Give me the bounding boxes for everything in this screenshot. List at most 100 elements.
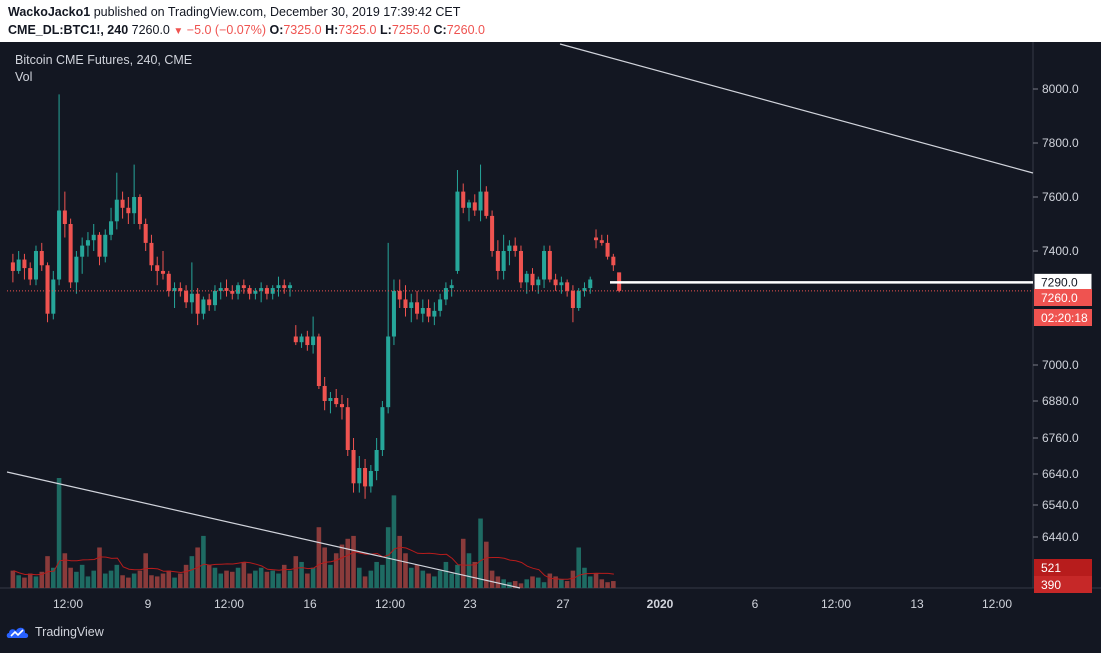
volume-bar	[593, 573, 599, 588]
candle-body	[409, 302, 414, 308]
chart-legend-title[interactable]: Bitcoin CME Futures, 240, CME	[15, 53, 193, 67]
x-axis-tick-label: 12:00	[982, 597, 1012, 611]
price-label-volume: 390	[1034, 576, 1092, 593]
candle-body	[484, 191, 489, 216]
candle-body	[287, 285, 293, 289]
candle-body	[547, 251, 552, 280]
publish-header: WackoJacko1 published on TradingView.com…	[0, 0, 1101, 42]
lower-trendline	[6, 471, 521, 589]
candle-body	[611, 256, 616, 266]
volume-bar	[599, 579, 605, 588]
candle-body	[149, 242, 154, 266]
volume-bar	[178, 573, 183, 588]
candle-body	[109, 221, 114, 235]
volume-bar	[241, 561, 247, 588]
candle-body	[432, 310, 437, 317]
candle-body	[426, 308, 431, 317]
candle-body	[420, 308, 425, 314]
x-axis-tick-label: 12:00	[375, 597, 405, 611]
x-axis-tick-label: 6	[752, 597, 759, 611]
author-name[interactable]: WackoJacko1	[8, 5, 91, 19]
volume-bar	[403, 553, 408, 588]
x-axis-tick-label: 2020	[647, 597, 674, 611]
low-label: L:	[380, 23, 392, 37]
volume-bar	[443, 561, 449, 588]
open-value: 7325.0	[283, 23, 322, 37]
candle-body	[386, 336, 391, 408]
volume-bar	[51, 567, 56, 588]
candle-body	[334, 398, 339, 405]
volume-bar	[62, 553, 68, 588]
volume-bar	[143, 553, 148, 588]
volume-bar	[374, 561, 379, 588]
candle-body	[415, 302, 420, 314]
last-price: 7260.0	[131, 23, 170, 37]
candle-body	[351, 450, 356, 484]
volume-bar	[85, 576, 91, 588]
volume-bar	[460, 538, 466, 588]
candle-body	[51, 279, 56, 314]
chart-area[interactable]: 8000.0 7800.0 7600.0 7400.0 7000.0 6880.0 6760…	[0, 42, 1101, 615]
volume-bar	[281, 564, 287, 588]
candle-body	[80, 245, 85, 257]
candle-body	[472, 202, 477, 211]
candle-body	[160, 270, 166, 274]
candle-body	[518, 251, 523, 283]
volume-bar	[541, 582, 547, 588]
publish-info: WackoJacko1 published on TradingView.com…	[8, 5, 460, 19]
volume-bar	[524, 579, 530, 588]
y-axis-tick-label: 6880.0	[1042, 394, 1079, 408]
volume-bar	[229, 571, 235, 588]
volume-bar	[501, 579, 506, 588]
volume-bar	[114, 564, 120, 588]
volume-bar	[235, 567, 241, 588]
candle-body	[438, 299, 443, 311]
volume-moving-average	[13, 546, 614, 580]
candle-body	[374, 450, 379, 471]
y-axis-tick-label: 6440.0	[1042, 530, 1079, 544]
volume-bar	[22, 577, 27, 588]
price-label-countdown: 02:20:18	[1034, 309, 1092, 326]
volume-bar	[408, 567, 414, 588]
candle-body	[195, 293, 200, 314]
candle-body	[241, 285, 246, 289]
candle-body	[270, 288, 275, 294]
volume-bar	[149, 575, 154, 588]
volume-bar	[102, 573, 108, 588]
price-chart[interactable]: 8000.0 7800.0 7600.0 7400.0 7000.0 6880.0 6760…	[0, 42, 1101, 615]
volume-bar	[530, 576, 535, 588]
low-value: 7255.0	[391, 23, 431, 37]
volume-bar	[189, 556, 195, 588]
volume-bar	[74, 571, 79, 588]
candle-body	[45, 265, 50, 314]
volume-bar	[258, 567, 264, 588]
volume-bar	[247, 573, 252, 588]
tradingview-logo[interactable]: TradingView	[6, 625, 104, 639]
volume-bar	[605, 582, 610, 588]
candle-body	[155, 265, 160, 271]
volume-bar	[611, 581, 616, 588]
y-axis-tick-label: 8000.0	[1042, 82, 1079, 96]
x-axis-tick-label: 27	[556, 597, 570, 611]
volume-bar	[432, 576, 437, 588]
cloud-icon	[6, 627, 29, 638]
candle-body	[380, 407, 385, 450]
volume-bar	[27, 573, 33, 588]
svg-text:02:20:18: 02:20:18	[1041, 311, 1088, 325]
volume-bar	[587, 576, 593, 588]
close-value: 7260.0	[446, 23, 485, 37]
candle-body	[103, 234, 108, 257]
volume-bar	[310, 567, 316, 588]
x-axis-tick-label: 12:00	[53, 597, 83, 611]
candle-body	[253, 290, 258, 294]
volume-bar	[126, 577, 131, 588]
volume-bar	[160, 573, 166, 588]
candle-body	[178, 288, 183, 291]
volume-bar	[201, 535, 206, 588]
volume-bar	[218, 573, 224, 588]
volume-bar	[351, 535, 356, 588]
volume-bar	[287, 570, 293, 588]
volume-bar	[68, 567, 73, 588]
volume-legend[interactable]: Vol	[15, 70, 33, 84]
volume-bar	[420, 570, 426, 588]
